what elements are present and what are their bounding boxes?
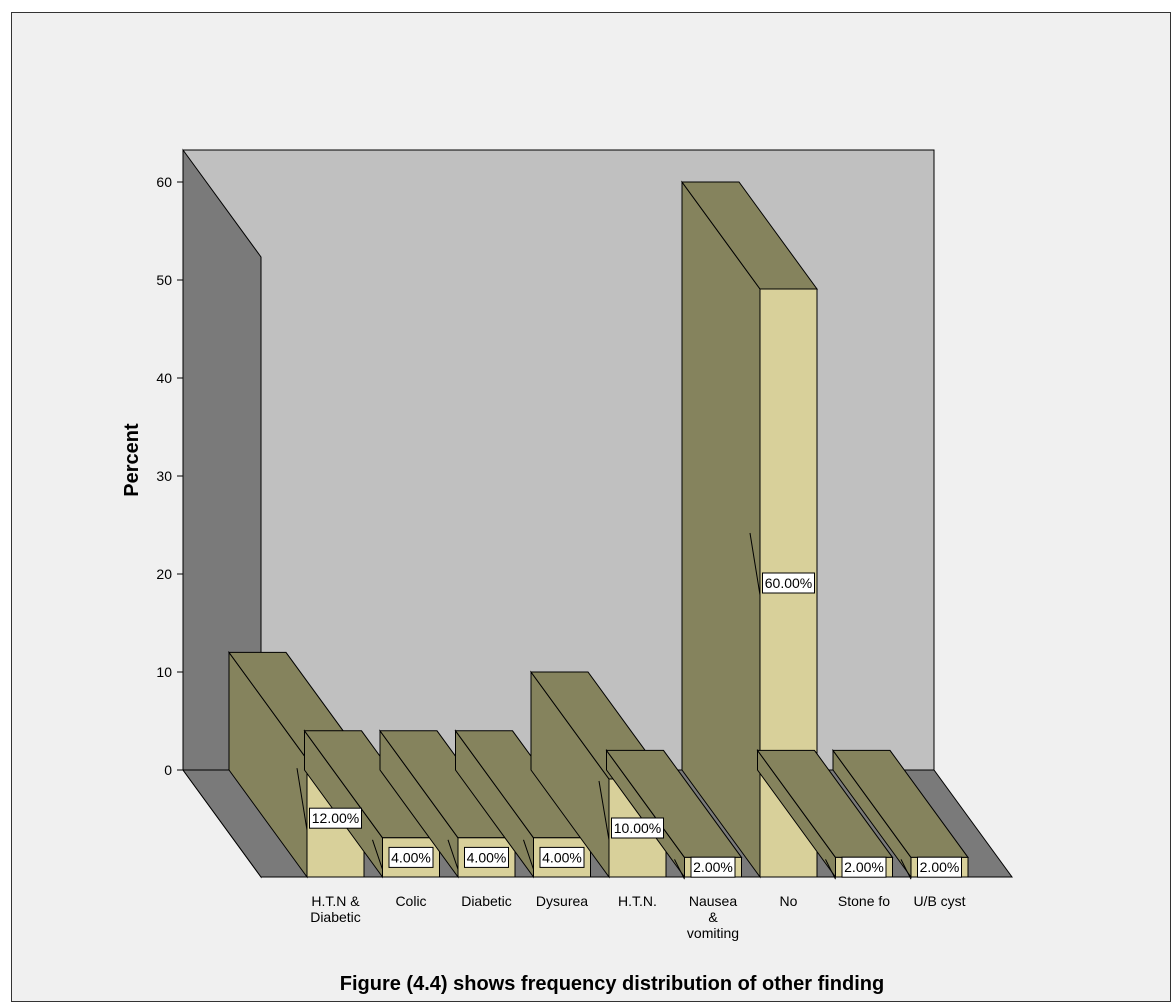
data-label-box (611, 817, 664, 839)
data-label: 2.00% (920, 859, 960, 875)
data-label: 4.00% (391, 849, 431, 865)
x-category-label: Diabetic (461, 893, 512, 909)
label-leader-line (598, 780, 610, 841)
data-label-box (464, 846, 509, 868)
chart-title: Figure (4.4) shows frequency distributio… (340, 973, 884, 995)
data-label: 10.00% (614, 820, 661, 836)
y-tick-label: 0 (164, 762, 172, 778)
data-label: 2.00% (844, 859, 884, 875)
y-tick-label: 30 (156, 468, 172, 484)
y-tick-label: 10 (156, 664, 172, 680)
label-leader-line (749, 532, 761, 596)
label-leader-line (296, 768, 308, 831)
y-tick-label: 40 (156, 370, 172, 386)
data-label: 4.00% (467, 849, 507, 865)
data-label: 60.00% (765, 575, 812, 591)
data-label-box (762, 572, 815, 594)
label-leader-line (523, 839, 534, 870)
bar (454, 729, 592, 879)
bar-side (681, 180, 761, 879)
y-tick-label: 50 (156, 272, 172, 288)
label-leader-line (372, 839, 383, 870)
data-label-box (309, 807, 362, 829)
x-category-label: H.T.N & Diabetic (310, 893, 361, 925)
x-category-label: Stone fo (838, 893, 890, 909)
data-label: 12.00% (312, 810, 359, 826)
data-label-box (539, 846, 585, 868)
label-leader-line (825, 859, 836, 880)
label-leader-line (900, 859, 912, 880)
data-label-box (917, 856, 962, 878)
x-category-label: Colic (395, 893, 426, 909)
data-label: 2.00% (693, 859, 733, 875)
x-category-label: Dysurea (536, 893, 588, 909)
y-tick-label: 60 (156, 174, 172, 190)
data-label-box (388, 846, 434, 868)
y-axis-label: Percent (121, 423, 143, 497)
x-category-label: Nausea & vomiting (687, 893, 739, 941)
data-label: 4.00% (542, 849, 582, 865)
x-category-label: H.T.N. (618, 893, 657, 909)
x-category-label: No (780, 893, 798, 909)
label-leader-line (674, 859, 685, 880)
label-leader-line (447, 839, 459, 870)
data-label-box (841, 856, 887, 878)
x-category-label: U/B cyst (913, 893, 965, 909)
data-label-box (690, 856, 736, 878)
y-tick-label: 20 (156, 566, 172, 582)
